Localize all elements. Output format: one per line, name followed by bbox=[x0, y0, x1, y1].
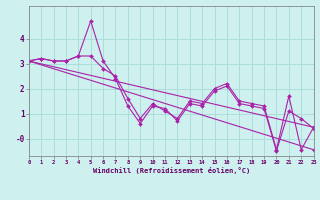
X-axis label: Windchill (Refroidissement éolien,°C): Windchill (Refroidissement éolien,°C) bbox=[92, 167, 250, 174]
